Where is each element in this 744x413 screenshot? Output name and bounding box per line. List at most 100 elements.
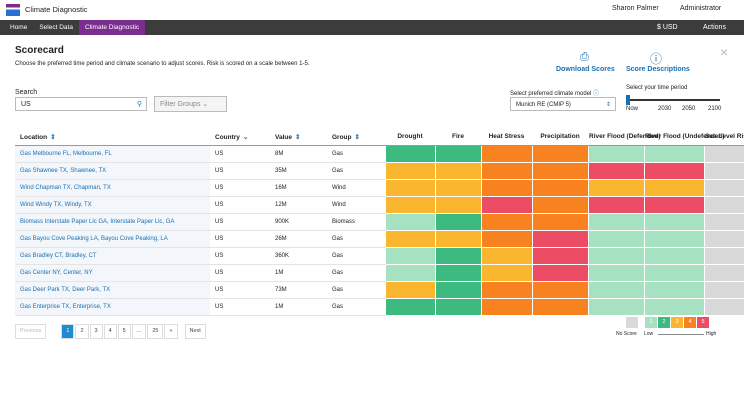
slider-handle[interactable] — [626, 95, 630, 105]
column-header: Precipitation — [532, 128, 588, 146]
page-button[interactable]: 4 — [103, 324, 117, 339]
column-header[interactable]: Country ⌄ — [210, 128, 270, 146]
currency[interactable]: $ USD — [657, 24, 678, 31]
score-cell — [587, 179, 645, 197]
score-cell — [643, 247, 705, 265]
model-select[interactable]: Munich RE (CMIP 5) ⇕ — [510, 97, 616, 111]
column-header[interactable]: Value ⇕ — [270, 128, 327, 146]
location-link[interactable]: Gas Deer Park TX, Deer Park, TX — [15, 281, 210, 299]
location-link[interactable]: Gas Bayou Cove Peaking LA, Bayou Cove Pe… — [15, 230, 210, 248]
table-row: Gas Center NY, Center, NY US 1M Gas — [15, 264, 744, 282]
filter-groups[interactable]: Filter Groups ⌄ — [154, 96, 227, 112]
search-input[interactable]: US ⚲ — [15, 97, 147, 111]
period-option[interactable]: 2100 — [708, 106, 722, 112]
page-button[interactable]: 5 — [117, 324, 131, 339]
cell: Wind — [327, 196, 385, 214]
score-cell — [384, 281, 436, 299]
location-link[interactable]: Gas Enterprise TX, Enterprise, TX — [15, 298, 210, 316]
column-header[interactable]: Location ⇕ — [15, 128, 210, 146]
period-label: Select your time period — [626, 85, 688, 91]
location-link[interactable]: Gas Center NY, Center, NY — [15, 264, 210, 282]
page-button[interactable]: 2 — [75, 324, 89, 339]
legend-level: 2 — [658, 317, 670, 328]
location-link[interactable]: Wind Windy TX, Windy, TX — [15, 196, 210, 214]
page-button[interactable]: » — [164, 324, 178, 339]
legend-no-score-label: No Score — [616, 331, 637, 337]
nav-tab[interactable]: Climate Diagnostic — [78, 20, 146, 35]
page-button[interactable]: 25 — [147, 324, 164, 339]
cell: US — [210, 298, 270, 316]
location-link[interactable]: Gas Melbourne FL, Melbourne, FL — [15, 145, 210, 163]
slider-track — [628, 99, 720, 101]
score-cell — [384, 196, 436, 214]
model-label: Select preferred climate model ⓘ — [510, 91, 600, 97]
description: Choose the preferred time period and cli… — [15, 61, 310, 67]
score-cell — [434, 264, 482, 282]
score-cell — [703, 179, 744, 197]
page-button[interactable]: ... — [131, 324, 147, 339]
page-button[interactable]: Previous — [15, 324, 47, 339]
location-link[interactable]: Wind Chapman TX, Chapman, TX — [15, 179, 210, 197]
score-cell — [480, 162, 533, 180]
cell: Biomass — [327, 213, 385, 231]
cell: US — [210, 213, 270, 231]
download-link[interactable]: Download Scores — [556, 66, 615, 73]
column-header: Drought — [385, 128, 435, 146]
score-cell — [480, 145, 533, 163]
column-title: Sea Level Rise — [705, 133, 744, 140]
score-cell — [434, 162, 482, 180]
column-title: Location — [20, 133, 48, 141]
cell: 8M — [270, 145, 327, 163]
pagination: Previous 1 2 3 4 5... 25» Next — [15, 324, 207, 339]
cell: 26M — [270, 230, 327, 248]
cell: US — [210, 179, 270, 197]
page-button[interactable]: Next — [184, 324, 206, 339]
score-cell — [703, 298, 744, 316]
nav-tab[interactable]: Select Data — [39, 24, 73, 31]
score-cell — [587, 298, 645, 316]
column-header[interactable]: Group ⇕ — [327, 128, 385, 146]
column-title: Group — [332, 133, 352, 141]
model-label-text: Select preferred climate model — [510, 91, 592, 97]
score-cell — [480, 264, 533, 282]
score-cell — [531, 162, 589, 180]
search-label: Search — [15, 89, 38, 96]
sort-icon: ⇕ — [354, 133, 360, 141]
column-title: Precipitation — [540, 133, 580, 140]
period-option[interactable]: 2050 — [682, 106, 696, 112]
nav-tab[interactable]: Home — [10, 24, 28, 31]
actions[interactable]: Actions — [703, 24, 726, 31]
score-cell — [703, 247, 744, 265]
location-link[interactable]: Biomass Interstate Paper Llc GA, Interst… — [15, 213, 210, 231]
descriptions-link[interactable]: Score Descriptions — [626, 66, 690, 73]
table-row: Gas Deer Park TX, Deer Park, TX US 73M Gas — [15, 281, 744, 299]
cell: Gas — [327, 298, 385, 316]
score-cell — [703, 230, 744, 248]
location-link[interactable]: Gas Bradley CT, Bradley, CT — [15, 247, 210, 265]
period-option[interactable]: Now — [626, 106, 639, 112]
page-button[interactable]: 3 — [89, 324, 103, 339]
period-option[interactable]: 2030 — [658, 106, 672, 112]
period-options: Now 2030 2050 2100 — [626, 106, 722, 116]
legend-no-score — [626, 317, 638, 328]
cell: 12M — [270, 196, 327, 214]
score-cell — [531, 264, 589, 282]
score-cell — [480, 247, 533, 265]
score-cell — [434, 179, 482, 197]
close[interactable]: × — [720, 44, 729, 60]
score-cell — [703, 162, 744, 180]
score-cell — [384, 162, 436, 180]
score-cell — [384, 179, 436, 197]
score-cell — [480, 213, 533, 231]
cell: US — [210, 230, 270, 248]
score-cell — [434, 196, 482, 214]
score-cell — [384, 247, 436, 265]
cell: 1M — [270, 264, 327, 282]
score-cell — [587, 281, 645, 299]
score-cell — [643, 213, 705, 231]
score-cell — [587, 213, 645, 231]
column-header: Heat Stress — [481, 128, 532, 146]
user-name[interactable]: Sharon Palmer — [612, 5, 659, 12]
location-link[interactable]: Gas Shawnee TX, Shawnee, TX — [15, 162, 210, 180]
page-button[interactable]: 1 — [61, 324, 75, 339]
